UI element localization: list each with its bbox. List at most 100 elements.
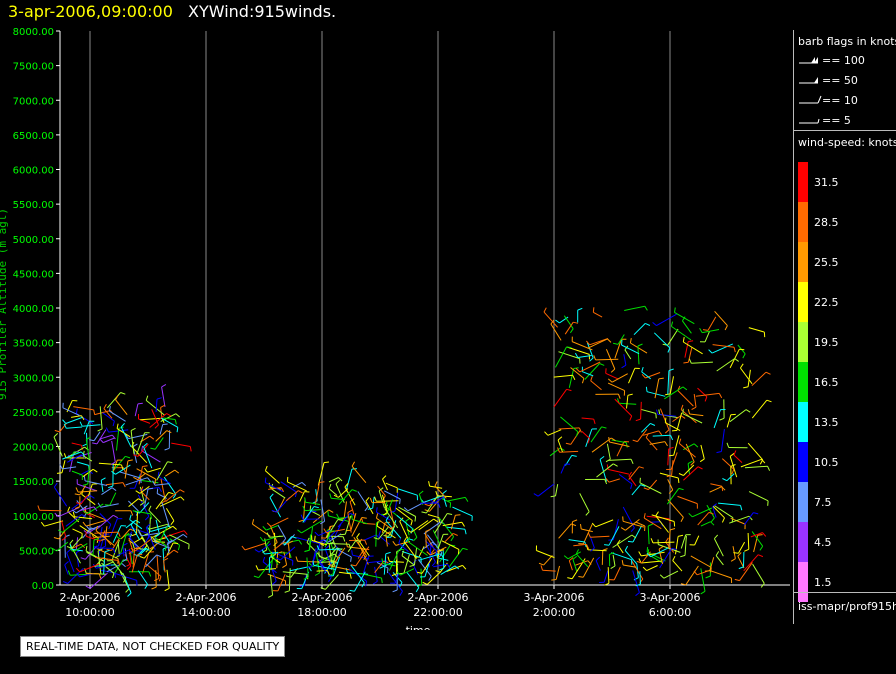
wind-barb-flag — [337, 551, 342, 557]
wind-barb — [69, 451, 75, 462]
wind-barb-flag — [174, 469, 180, 474]
wind-barb-flag — [421, 511, 427, 514]
wind-barb-flag — [721, 486, 726, 491]
wind-barb-flag — [428, 576, 432, 581]
wind-barb-flag — [97, 502, 102, 508]
wind-barb — [258, 568, 277, 571]
wind-barb-flag — [447, 513, 453, 515]
wind-barb-flag — [697, 466, 703, 470]
wind-barb-flag — [613, 463, 618, 467]
wind-barb — [711, 343, 734, 354]
wind-barb-flag — [364, 539, 368, 545]
wind-barb — [311, 539, 328, 546]
wind-barb — [62, 451, 82, 460]
y-tick-label: 3000.00 — [13, 373, 54, 384]
wind-barb — [667, 370, 670, 395]
wind-barb — [730, 517, 746, 525]
wind-barb-flag — [134, 546, 140, 550]
wind-barb — [122, 545, 125, 557]
wind-barb-flag — [158, 487, 162, 493]
wind-barb-flag — [121, 464, 124, 470]
wind-barb — [591, 437, 612, 453]
wind-barb — [751, 531, 764, 547]
speed-level-label: 16.5 — [814, 376, 839, 389]
wind-barb — [102, 412, 115, 422]
wind-barb — [693, 393, 697, 408]
y-tick-label: 2000.00 — [13, 443, 54, 454]
wind-barb-flag — [80, 454, 86, 459]
wind-barb — [685, 565, 699, 586]
wind-barb-flag — [645, 386, 648, 392]
wind-barb-flag — [683, 361, 689, 364]
speed-level-label: 22.5 — [814, 296, 839, 309]
wind-barb — [708, 569, 732, 579]
wind-barb-flag — [739, 348, 745, 351]
wind-barb — [694, 535, 700, 546]
wind-barb-flag — [135, 519, 141, 524]
wind-barb — [559, 316, 569, 324]
wind-barb-flag — [128, 549, 133, 554]
wind-barb — [618, 402, 637, 405]
wind-barb — [607, 382, 625, 392]
wind-barb — [410, 520, 429, 533]
wind-barb — [737, 555, 745, 569]
wind-barb-flag — [605, 458, 611, 463]
wind-barb-flag — [176, 427, 179, 433]
wind-barb — [603, 570, 609, 583]
wind-barb — [280, 481, 297, 493]
wind-barb-flag — [665, 537, 669, 543]
wind-barb — [140, 490, 150, 501]
wind-barb — [570, 429, 582, 445]
wind-barb — [120, 528, 131, 540]
wind-barb — [379, 560, 395, 569]
wind-barb-flag — [67, 570, 71, 576]
x-tick-label: 3-Apr-2006 — [523, 591, 584, 604]
wind-barb — [365, 500, 374, 515]
wind-barb-flag — [111, 434, 116, 440]
wind-barb-flag — [666, 474, 672, 478]
y-tick-label: 5000.00 — [13, 235, 54, 246]
wind-barb — [44, 520, 64, 527]
wind-barb-flag — [406, 529, 412, 533]
wind-barb-flag — [691, 406, 697, 411]
wind-barb-flag — [104, 504, 110, 506]
header-title: XYWind:915winds. — [188, 2, 337, 21]
wind-barb-flag — [610, 565, 616, 570]
wind-barb-flag — [399, 582, 403, 588]
wind-barb-flag — [63, 423, 67, 429]
wind-barb-flag — [347, 509, 353, 514]
wind-barb — [287, 543, 291, 559]
wind-barb — [89, 525, 101, 531]
wind-barb — [388, 525, 396, 537]
wind-barb-flag — [301, 482, 307, 487]
wind-barb — [547, 429, 562, 436]
wind-barb-flag — [314, 572, 320, 576]
wind-barb — [596, 463, 614, 478]
wind-barb — [563, 315, 574, 329]
wind-barb — [575, 560, 589, 566]
wind-barb — [650, 547, 669, 558]
x-tick-label: 2-Apr-2006 — [291, 591, 352, 604]
wind-barb-flag — [297, 490, 303, 494]
wind-barb — [154, 483, 169, 486]
wind-barb-flag — [572, 375, 576, 381]
speed-color-swatch — [798, 242, 808, 282]
wind-barb — [564, 321, 574, 335]
wind-barb — [338, 571, 351, 575]
wind-barb-flag — [299, 584, 305, 587]
wind-barb-flag — [132, 543, 135, 549]
wind-barb — [406, 572, 420, 588]
wind-barb-flag — [320, 587, 326, 590]
wind-barb — [729, 515, 750, 524]
wind-barb-flag — [130, 427, 136, 432]
wind-barb — [325, 519, 339, 538]
wind-barb — [83, 455, 93, 462]
wind-barb — [649, 521, 661, 523]
wind-barb — [641, 371, 652, 380]
wind-barb-flag — [82, 521, 87, 527]
wind-barb — [649, 441, 665, 445]
y-tick-label: 7500.00 — [13, 62, 54, 73]
wind-barb-flag — [730, 558, 736, 562]
wind-barb — [609, 441, 630, 447]
wind-barb-flag — [599, 363, 605, 366]
